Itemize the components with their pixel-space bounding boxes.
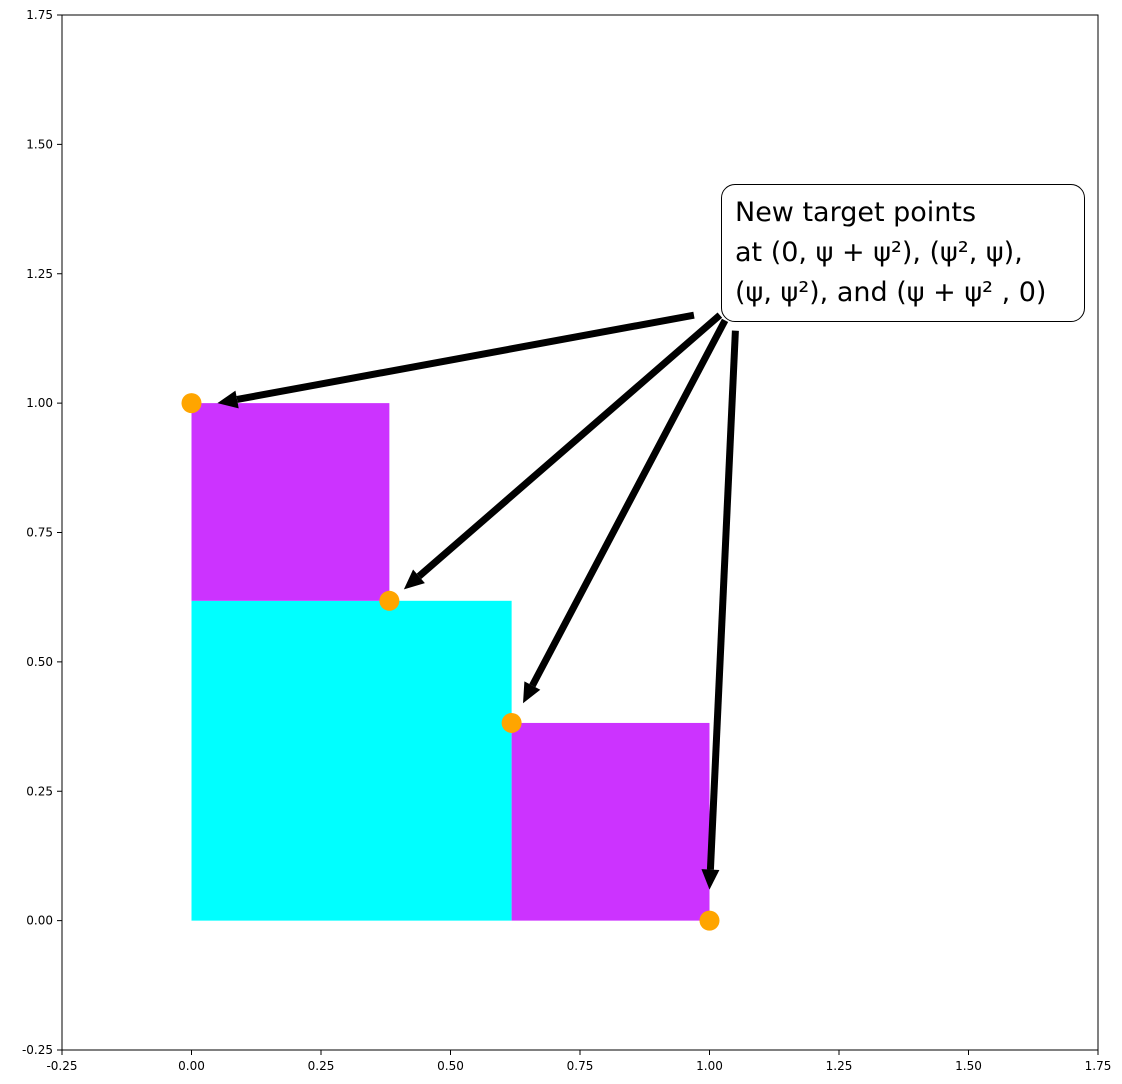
y-tick-label: 0.50 [26, 655, 53, 669]
y-tick-label: 1.00 [26, 396, 53, 410]
target-point-1 [181, 393, 202, 414]
annotation-arrow-2 [403, 312, 723, 590]
x-axis: -0.25 0.00 0.25 0.50 0.75 1.00 1.25 1.50 1.75 [46, 1050, 1111, 1073]
arrows-layer [217, 311, 739, 890]
y-tick-label: 0.00 [26, 914, 53, 928]
y-tick-label: 0.25 [26, 784, 53, 798]
x-tick-label: 1.00 [696, 1059, 723, 1073]
annotation-line-1: New target points [735, 197, 977, 228]
annotation-arrow-3 [523, 318, 729, 704]
annotation-line-3: (ψ, ψ²), and (ψ + ψ² , 0) [735, 277, 1047, 308]
annotation-line-2: at (0, ψ + ψ²), (ψ², ψ), [735, 237, 1023, 268]
x-tick-label: 0.25 [308, 1059, 335, 1073]
y-tick-label: -0.25 [22, 1043, 53, 1057]
y-tick-label: 1.75 [26, 8, 53, 22]
rectangles-layer [191, 403, 710, 921]
y-axis: -0.25 0.00 0.25 0.50 0.75 1.00 1.25 1.50 1.75 [22, 8, 62, 1057]
target-point-2 [379, 590, 400, 611]
points-layer [181, 393, 720, 931]
x-tick-label: 1.75 [1085, 1059, 1112, 1073]
x-tick-label: -0.25 [46, 1059, 77, 1073]
target-point-4 [699, 910, 720, 931]
y-tick-label: 1.50 [26, 137, 53, 151]
annotation-arrow-1 [217, 311, 695, 409]
rectangle-2 [191, 403, 390, 601]
annotation-arrow-4 [701, 330, 739, 890]
x-tick-label: 0.75 [567, 1059, 594, 1073]
x-tick-label: 1.25 [826, 1059, 853, 1073]
target-point-3 [501, 712, 522, 733]
annotation-box: New target points at (0, ψ + ψ²), (ψ², ψ… [721, 184, 1085, 322]
y-tick-label: 1.25 [26, 267, 53, 281]
rectangle-3 [511, 722, 710, 921]
x-tick-label: 0.00 [178, 1059, 205, 1073]
y-tick-label: 0.75 [26, 526, 53, 540]
x-tick-label: 0.50 [437, 1059, 464, 1073]
rectangle-1 [191, 600, 512, 921]
x-tick-label: 1.50 [955, 1059, 982, 1073]
